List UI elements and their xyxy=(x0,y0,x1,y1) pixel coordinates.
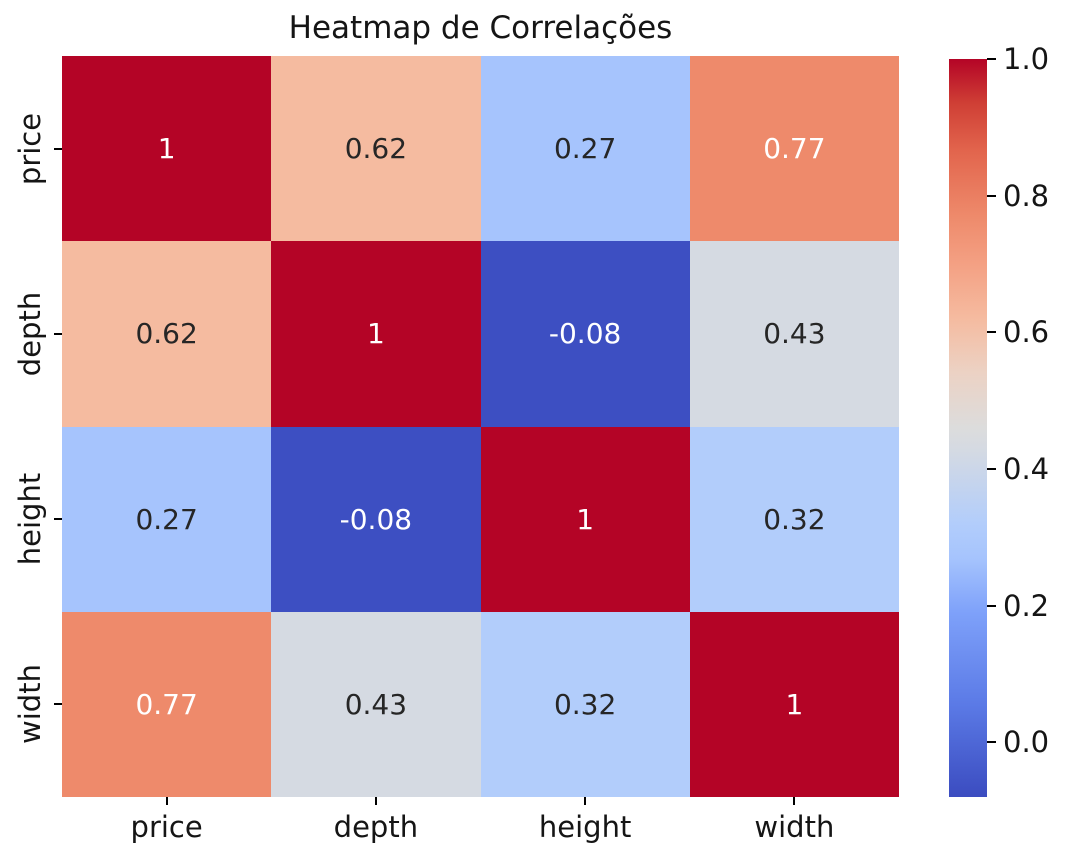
colorbar-tick-mark xyxy=(987,604,996,607)
heatmap-grid: 1 0.62 0.27 0.77 0.62 1 -0.08 0.43 0.27 -0.08 1 0.3… xyxy=(62,56,899,797)
heatmap-cell: -0.08 xyxy=(480,241,690,427)
heatmap-cell: 1 xyxy=(271,241,481,427)
y-tick-mark xyxy=(54,332,62,335)
heatmap-cell: 0.32 xyxy=(480,611,690,797)
heatmap-cell: -0.08 xyxy=(271,426,481,612)
x-tick-label: height xyxy=(538,810,632,844)
y-tick-mark xyxy=(54,703,62,706)
colorbar-tick-label: 0.8 xyxy=(1003,178,1050,213)
heatmap-cell: 0.27 xyxy=(62,426,272,612)
colorbar-tick-mark xyxy=(987,741,996,744)
x-tick-mark xyxy=(793,797,796,805)
heatmap-cell: 0.77 xyxy=(689,56,899,242)
y-tick-label: width xyxy=(13,664,47,745)
y-tick-label: price xyxy=(13,112,47,185)
heatmap-cell: 0.27 xyxy=(480,56,690,242)
chart-title: Heatmap de Correlações xyxy=(288,10,673,46)
x-tick-mark xyxy=(374,797,377,805)
x-tick-mark xyxy=(165,797,168,805)
y-tick-label: depth xyxy=(13,291,47,377)
heatmap-cell: 1 xyxy=(689,611,899,797)
colorbar-tick-mark xyxy=(987,468,996,470)
heatmap-cell: 1 xyxy=(480,426,690,612)
colorbar-tick-mark xyxy=(987,58,996,60)
y-tick-label: height xyxy=(13,472,47,566)
x-tick-label: width xyxy=(754,810,835,844)
heatmap-cell: 0.62 xyxy=(62,241,272,427)
heatmap-cell: 0.77 xyxy=(62,611,272,797)
x-tick-mark xyxy=(584,797,587,805)
colorbar xyxy=(949,59,987,797)
x-tick-label: price xyxy=(130,810,203,844)
colorbar-tick-mark xyxy=(987,194,996,197)
colorbar-tick-label: 0.0 xyxy=(1003,725,1050,760)
colorbar-tick-label: 0.4 xyxy=(1003,452,1050,486)
heatmap-cell: 0.43 xyxy=(689,241,899,427)
colorbar-tick-mark xyxy=(987,331,996,334)
y-tick-mark xyxy=(54,147,62,150)
colorbar-tick-label: 1.0 xyxy=(1003,42,1050,76)
heatmap-cell: 1 xyxy=(62,56,272,242)
colorbar-tick-label: 0.2 xyxy=(1003,588,1050,623)
x-tick-label: depth xyxy=(333,810,419,844)
heatmap-cell: 0.32 xyxy=(689,426,899,612)
heatmap-cell: 0.62 xyxy=(271,56,481,242)
heatmap-cell: 0.43 xyxy=(271,611,481,797)
y-tick-mark xyxy=(54,518,62,521)
colorbar-tick-label: 0.6 xyxy=(1003,315,1050,350)
